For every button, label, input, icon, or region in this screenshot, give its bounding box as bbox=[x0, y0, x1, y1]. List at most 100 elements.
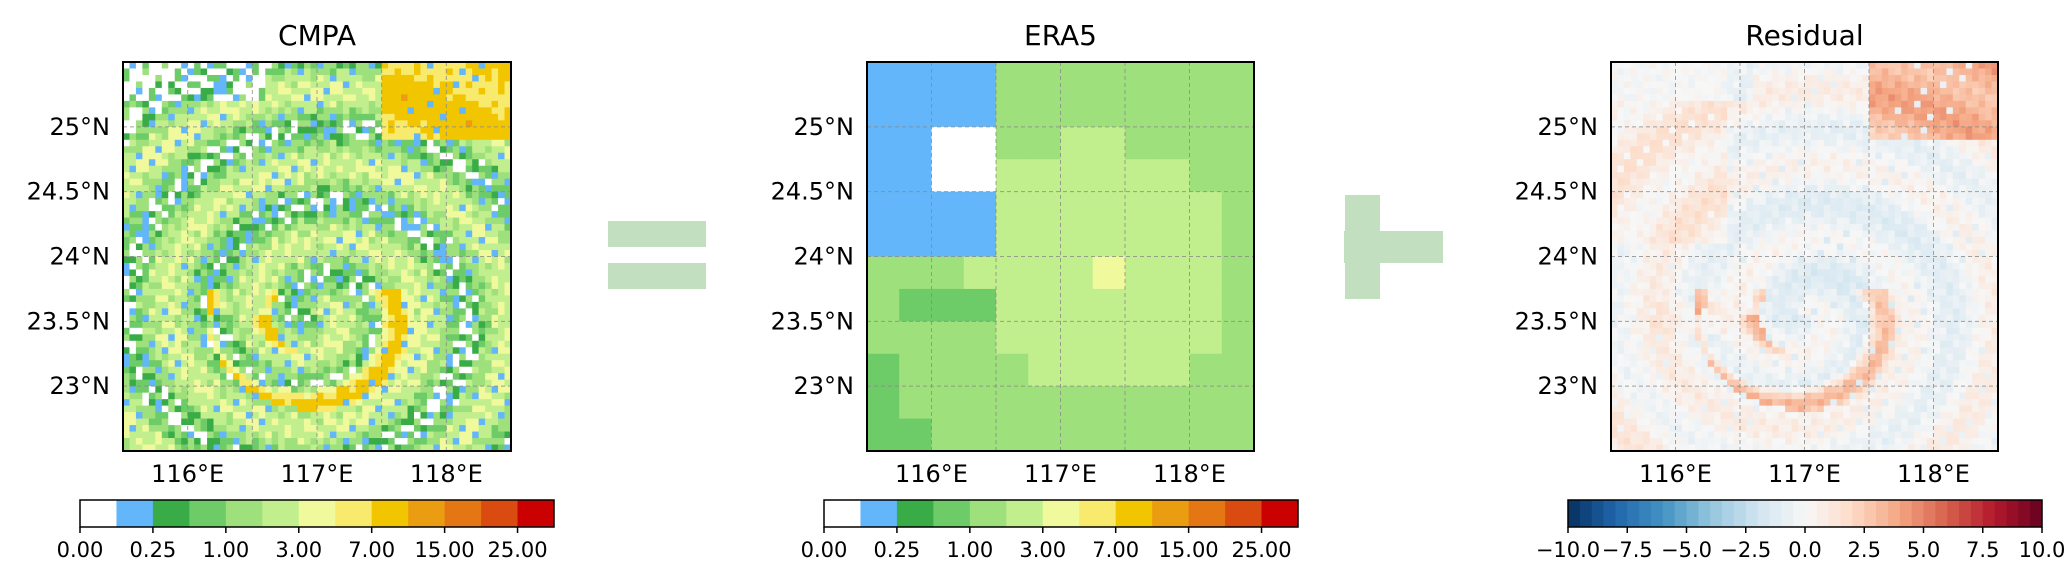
heatmap-cell bbox=[459, 405, 467, 413]
heatmap-cell bbox=[342, 159, 350, 167]
heatmap-cell bbox=[1694, 126, 1702, 134]
heatmap-cell bbox=[420, 425, 428, 433]
heatmap-cell bbox=[459, 139, 467, 147]
heatmap-cell bbox=[1623, 295, 1631, 303]
heatmap-cell bbox=[439, 301, 447, 309]
heatmap-cell bbox=[1714, 412, 1722, 420]
heatmap-cell bbox=[1028, 224, 1062, 258]
heatmap-cell bbox=[155, 340, 163, 348]
heatmap-cell bbox=[1669, 262, 1677, 271]
heatmap-cell bbox=[931, 159, 965, 193]
heatmap-cell bbox=[155, 301, 163, 309]
heatmap-cell bbox=[342, 373, 350, 381]
heatmap-cell bbox=[1611, 237, 1619, 245]
heatmap-cell bbox=[194, 113, 202, 121]
heatmap-cell bbox=[258, 146, 266, 154]
heatmap-cell bbox=[1720, 139, 1728, 147]
heatmap-cell bbox=[414, 217, 422, 225]
heatmap-cell bbox=[459, 133, 467, 141]
heatmap-cell bbox=[342, 256, 350, 264]
heatmap-cell bbox=[1694, 418, 1702, 426]
heatmap-cell bbox=[291, 62, 299, 70]
heatmap-cell bbox=[142, 152, 150, 160]
heatmap-cell bbox=[245, 133, 253, 141]
heatmap-cell bbox=[278, 386, 286, 394]
heatmap-cell bbox=[1617, 165, 1625, 173]
heatmap-cell bbox=[414, 191, 422, 199]
heatmap-cell bbox=[187, 295, 195, 303]
heatmap-cell bbox=[899, 191, 933, 225]
heatmap-cell bbox=[1707, 250, 1715, 258]
heatmap-cell bbox=[174, 308, 182, 316]
heatmap-cell bbox=[485, 250, 493, 258]
heatmap-cell bbox=[931, 191, 965, 225]
heatmap-cell bbox=[245, 204, 253, 212]
heatmap-cell bbox=[155, 94, 163, 102]
heatmap-cell bbox=[1701, 392, 1709, 400]
heatmap-cell bbox=[291, 230, 299, 238]
heatmap-cell bbox=[1701, 139, 1709, 147]
heatmap-cell bbox=[181, 113, 189, 121]
heatmap-cell bbox=[168, 211, 176, 219]
heatmap-cell bbox=[963, 321, 997, 355]
heatmap-cell bbox=[504, 172, 512, 180]
heatmap-cell bbox=[317, 256, 325, 264]
heatmap-cell bbox=[433, 243, 441, 251]
heatmap-cell bbox=[426, 107, 434, 115]
heatmap-cell bbox=[1707, 139, 1715, 147]
heatmap-cell bbox=[174, 204, 182, 212]
heatmap-cell bbox=[291, 262, 299, 271]
heatmap-cell bbox=[452, 139, 460, 147]
heatmap-cell bbox=[232, 172, 240, 180]
heatmap-cell bbox=[1727, 243, 1735, 251]
heatmap-cell bbox=[291, 204, 299, 212]
heatmap-cell bbox=[297, 159, 305, 167]
heatmap-cell bbox=[265, 373, 273, 381]
heatmap-cell bbox=[362, 172, 370, 180]
heatmap-cell bbox=[207, 347, 215, 355]
heatmap-cell bbox=[478, 353, 486, 361]
heatmap-cell bbox=[1643, 211, 1651, 219]
heatmap-cell bbox=[142, 224, 150, 232]
heatmap-cell bbox=[123, 172, 131, 180]
heatmap-cell bbox=[142, 133, 150, 141]
heatmap-cell bbox=[297, 100, 305, 108]
heatmap-cell bbox=[498, 100, 506, 108]
heatmap-cell bbox=[1649, 425, 1657, 433]
heatmap-cell bbox=[310, 314, 318, 322]
heatmap-cell bbox=[1649, 288, 1657, 296]
heatmap-cell bbox=[368, 178, 376, 186]
heatmap-cell bbox=[472, 120, 480, 128]
heatmap-cell bbox=[1636, 418, 1644, 426]
heatmap-cell bbox=[310, 120, 318, 128]
heatmap-cell bbox=[452, 126, 460, 134]
heatmap-cell bbox=[433, 146, 441, 154]
heatmap-cell bbox=[284, 353, 292, 361]
heatmap-cell bbox=[123, 444, 131, 452]
heatmap-cell bbox=[1669, 94, 1677, 102]
heatmap-cell bbox=[271, 314, 279, 322]
heatmap-cell bbox=[1694, 191, 1702, 199]
heatmap-cell bbox=[426, 314, 434, 322]
heatmap-cell bbox=[1714, 438, 1722, 446]
heatmap-cell bbox=[394, 314, 402, 322]
heatmap-cell bbox=[317, 74, 325, 83]
heatmap-cell bbox=[459, 347, 467, 355]
heatmap-cell bbox=[245, 230, 253, 238]
heatmap-cell bbox=[168, 146, 176, 154]
heatmap-cell bbox=[459, 165, 467, 173]
heatmap-cell bbox=[420, 288, 428, 296]
heatmap-cell bbox=[1727, 425, 1735, 433]
heatmap-cell bbox=[297, 288, 305, 296]
heatmap-cell bbox=[491, 405, 499, 413]
heatmap-cell bbox=[148, 139, 156, 147]
heatmap-cell bbox=[155, 198, 163, 206]
heatmap-cell bbox=[239, 412, 247, 420]
heatmap-cell bbox=[161, 353, 169, 361]
heatmap-cell bbox=[446, 366, 454, 374]
heatmap-cell bbox=[1669, 120, 1677, 128]
heatmap-cell bbox=[1656, 62, 1664, 70]
heatmap-cell bbox=[220, 399, 228, 407]
heatmap-cell bbox=[1636, 282, 1644, 290]
heatmap-cell bbox=[349, 165, 357, 173]
